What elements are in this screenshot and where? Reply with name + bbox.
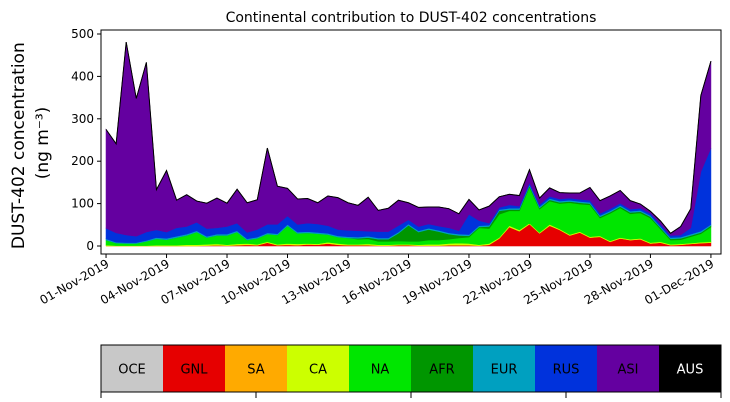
legend-label-afr: AFR — [429, 363, 454, 378]
legend-swatch-sa — [225, 345, 287, 392]
y-axis-label-line1: DUST-402 concentration — [9, 42, 29, 249]
y-tick-label: 500 — [71, 27, 94, 41]
legend-swatch-eur — [473, 345, 535, 392]
legend-label-asi: ASI — [618, 363, 639, 378]
legend-label-rus: RUS — [553, 363, 580, 378]
y-tick-label: 0 — [86, 239, 94, 253]
y-axis-label: DUST-402 concentration (ng m⁻³) — [9, 37, 53, 249]
legend-swatch-asi — [597, 345, 659, 392]
legend-swatch-oce — [101, 345, 163, 392]
legend-swatch-ca — [287, 345, 349, 392]
y-axis-label-line2: (ng m⁻³) — [33, 107, 53, 180]
legend-label-eur: EUR — [491, 363, 518, 378]
legend-swatch-gnl — [163, 345, 225, 392]
total-outline-line — [105, 41, 712, 234]
legend-label-sa: SA — [247, 363, 264, 378]
legend-swatch-afr — [411, 345, 473, 392]
legend-label-gnl: GNL — [180, 363, 208, 378]
legend-label-ca: CA — [309, 363, 327, 378]
legend-swatch-rus — [535, 345, 597, 392]
y-axis: 0 100 200 300 400 500 — [71, 27, 101, 253]
plot-frame — [100, 29, 722, 255]
legend-swatch-aus — [659, 345, 721, 392]
y-tick-label: 100 — [71, 197, 94, 211]
legend-label-na: NA — [371, 363, 390, 378]
x-axis: 01-Nov-201904-Nov-201907-Nov-201910-Nov-… — [37, 254, 716, 307]
legend: OCE GNL SA CA NA AFR EUR RUS ASI AUS — [100, 344, 722, 398]
legend-label-aus: AUS — [677, 363, 704, 378]
plot-area — [105, 41, 712, 247]
y-tick-label: 200 — [71, 154, 94, 168]
y-tick-label: 400 — [71, 69, 94, 83]
y-tick-label: 300 — [71, 112, 94, 126]
legend-swatch-na — [349, 345, 411, 392]
legend-label-oce: OCE — [118, 363, 146, 378]
chart-title: Continental contribution to DUST-402 con… — [226, 10, 597, 26]
